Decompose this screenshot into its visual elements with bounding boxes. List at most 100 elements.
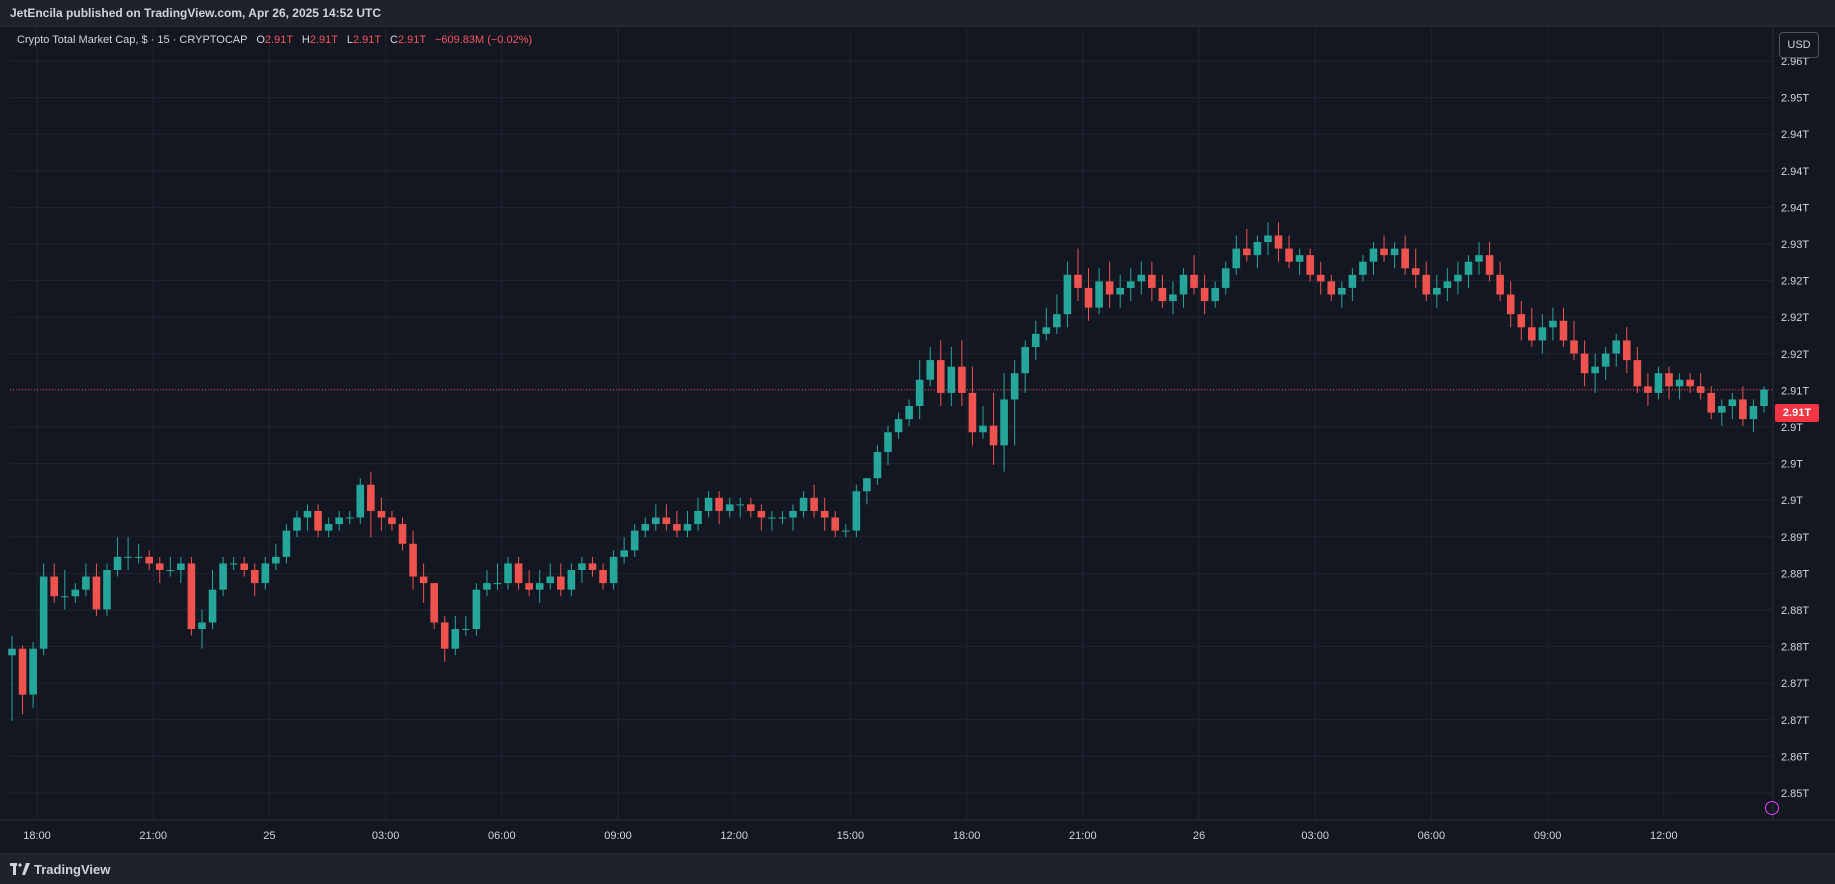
candle[interactable] (430, 583, 438, 630)
candle[interactable] (145, 550, 154, 570)
candle[interactable] (588, 556, 597, 577)
candle[interactable] (50, 563, 59, 603)
candle[interactable] (82, 563, 90, 597)
candle[interactable] (1411, 248, 1420, 288)
candle[interactable] (1591, 353, 1599, 393)
candle[interactable] (852, 484, 861, 538)
candle[interactable] (1612, 333, 1621, 367)
candle[interactable] (725, 497, 734, 518)
candle[interactable] (1010, 360, 1019, 446)
candle[interactable] (1169, 281, 1177, 315)
candle[interactable] (29, 642, 37, 708)
candle[interactable] (1580, 340, 1589, 387)
candle[interactable] (8, 635, 16, 721)
candle[interactable] (1739, 386, 1747, 426)
candle[interactable] (1253, 235, 1262, 269)
currency-button[interactable]: USD (1779, 32, 1819, 58)
candle[interactable] (345, 510, 354, 525)
candle[interactable] (1696, 373, 1705, 400)
candle[interactable] (736, 497, 745, 518)
candle[interactable] (673, 510, 681, 538)
candle[interactable] (1137, 261, 1146, 295)
candle[interactable] (1306, 248, 1314, 282)
candle[interactable] (1000, 373, 1008, 472)
candle[interactable] (947, 346, 956, 407)
candle[interactable] (1221, 261, 1230, 295)
tradingview-brand[interactable]: TradingView (10, 862, 110, 877)
candle[interactable] (18, 645, 27, 715)
candle[interactable] (968, 366, 977, 446)
candle[interactable] (1464, 255, 1473, 288)
candle[interactable] (60, 569, 69, 610)
candle[interactable] (440, 615, 449, 662)
candle[interactable] (1633, 346, 1642, 393)
candle[interactable] (1359, 255, 1367, 282)
candle[interactable] (1021, 340, 1030, 393)
candle[interactable] (293, 510, 301, 538)
candle[interactable] (884, 425, 892, 466)
candle[interactable] (514, 556, 523, 590)
candle[interactable] (1538, 314, 1547, 354)
candle[interactable] (388, 510, 396, 531)
candlestick-chart[interactable]: 2.96T 2.95T 2.94T 2.94T 2.94T 2.93T 2.92T 2.92T… (0, 28, 1835, 853)
candle[interactable] (1675, 373, 1684, 400)
candle[interactable] (504, 556, 512, 590)
candle[interactable] (863, 478, 871, 505)
candle[interactable] (1200, 274, 1209, 315)
candle[interactable] (831, 510, 840, 538)
candle[interactable] (39, 563, 48, 656)
candle[interactable] (746, 497, 755, 518)
candle[interactable] (419, 563, 428, 603)
candle[interactable] (958, 340, 966, 407)
candle[interactable] (1031, 320, 1040, 361)
candle[interactable] (398, 517, 407, 551)
candle[interactable] (1074, 248, 1082, 302)
candle[interactable] (1211, 281, 1219, 308)
candle[interactable] (1148, 261, 1156, 302)
candle[interactable] (166, 556, 175, 577)
candle[interactable] (250, 563, 259, 597)
candle[interactable] (704, 491, 713, 518)
candle[interactable] (567, 563, 576, 597)
candle[interactable] (219, 556, 227, 597)
candle[interactable] (335, 510, 343, 531)
candle[interactable] (599, 563, 607, 590)
candle[interactable] (472, 583, 481, 636)
candle[interactable] (1760, 386, 1768, 413)
candle[interactable] (71, 583, 80, 603)
candle[interactable] (1644, 373, 1652, 407)
candle[interactable] (662, 504, 671, 531)
candle[interactable] (198, 609, 206, 649)
candle[interactable] (377, 497, 386, 531)
candle[interactable] (1295, 248, 1304, 275)
candle[interactable] (609, 550, 618, 590)
candle[interactable] (578, 556, 586, 584)
candle[interactable] (1390, 242, 1399, 269)
candle[interactable] (1380, 235, 1388, 262)
candle[interactable] (989, 392, 998, 466)
candle[interactable] (1348, 268, 1357, 302)
candle[interactable] (1622, 327, 1631, 374)
candle[interactable] (451, 615, 460, 656)
candle[interactable] (652, 504, 660, 531)
candle[interactable] (1549, 307, 1557, 341)
candle[interactable] (134, 543, 143, 564)
candle[interactable] (1095, 268, 1103, 315)
candle[interactable] (894, 412, 903, 439)
candle[interactable] (1369, 242, 1378, 275)
candle[interactable] (715, 491, 723, 525)
candle[interactable] (799, 491, 808, 518)
candle[interactable] (1327, 274, 1336, 302)
candle[interactable] (1084, 268, 1093, 321)
candle[interactable] (694, 497, 702, 531)
candle[interactable] (187, 556, 196, 636)
candle[interactable] (1559, 307, 1568, 347)
candle[interactable] (820, 497, 829, 531)
candle[interactable] (1190, 255, 1198, 295)
candle[interactable] (1063, 261, 1072, 328)
legend-symbol[interactable]: Crypto Total Market Cap, $ · 15 · CRYPTO… (17, 34, 248, 46)
candle[interactable] (979, 406, 987, 439)
candle[interactable] (546, 563, 555, 590)
candle[interactable] (208, 569, 217, 630)
candle[interactable] (1570, 320, 1578, 361)
